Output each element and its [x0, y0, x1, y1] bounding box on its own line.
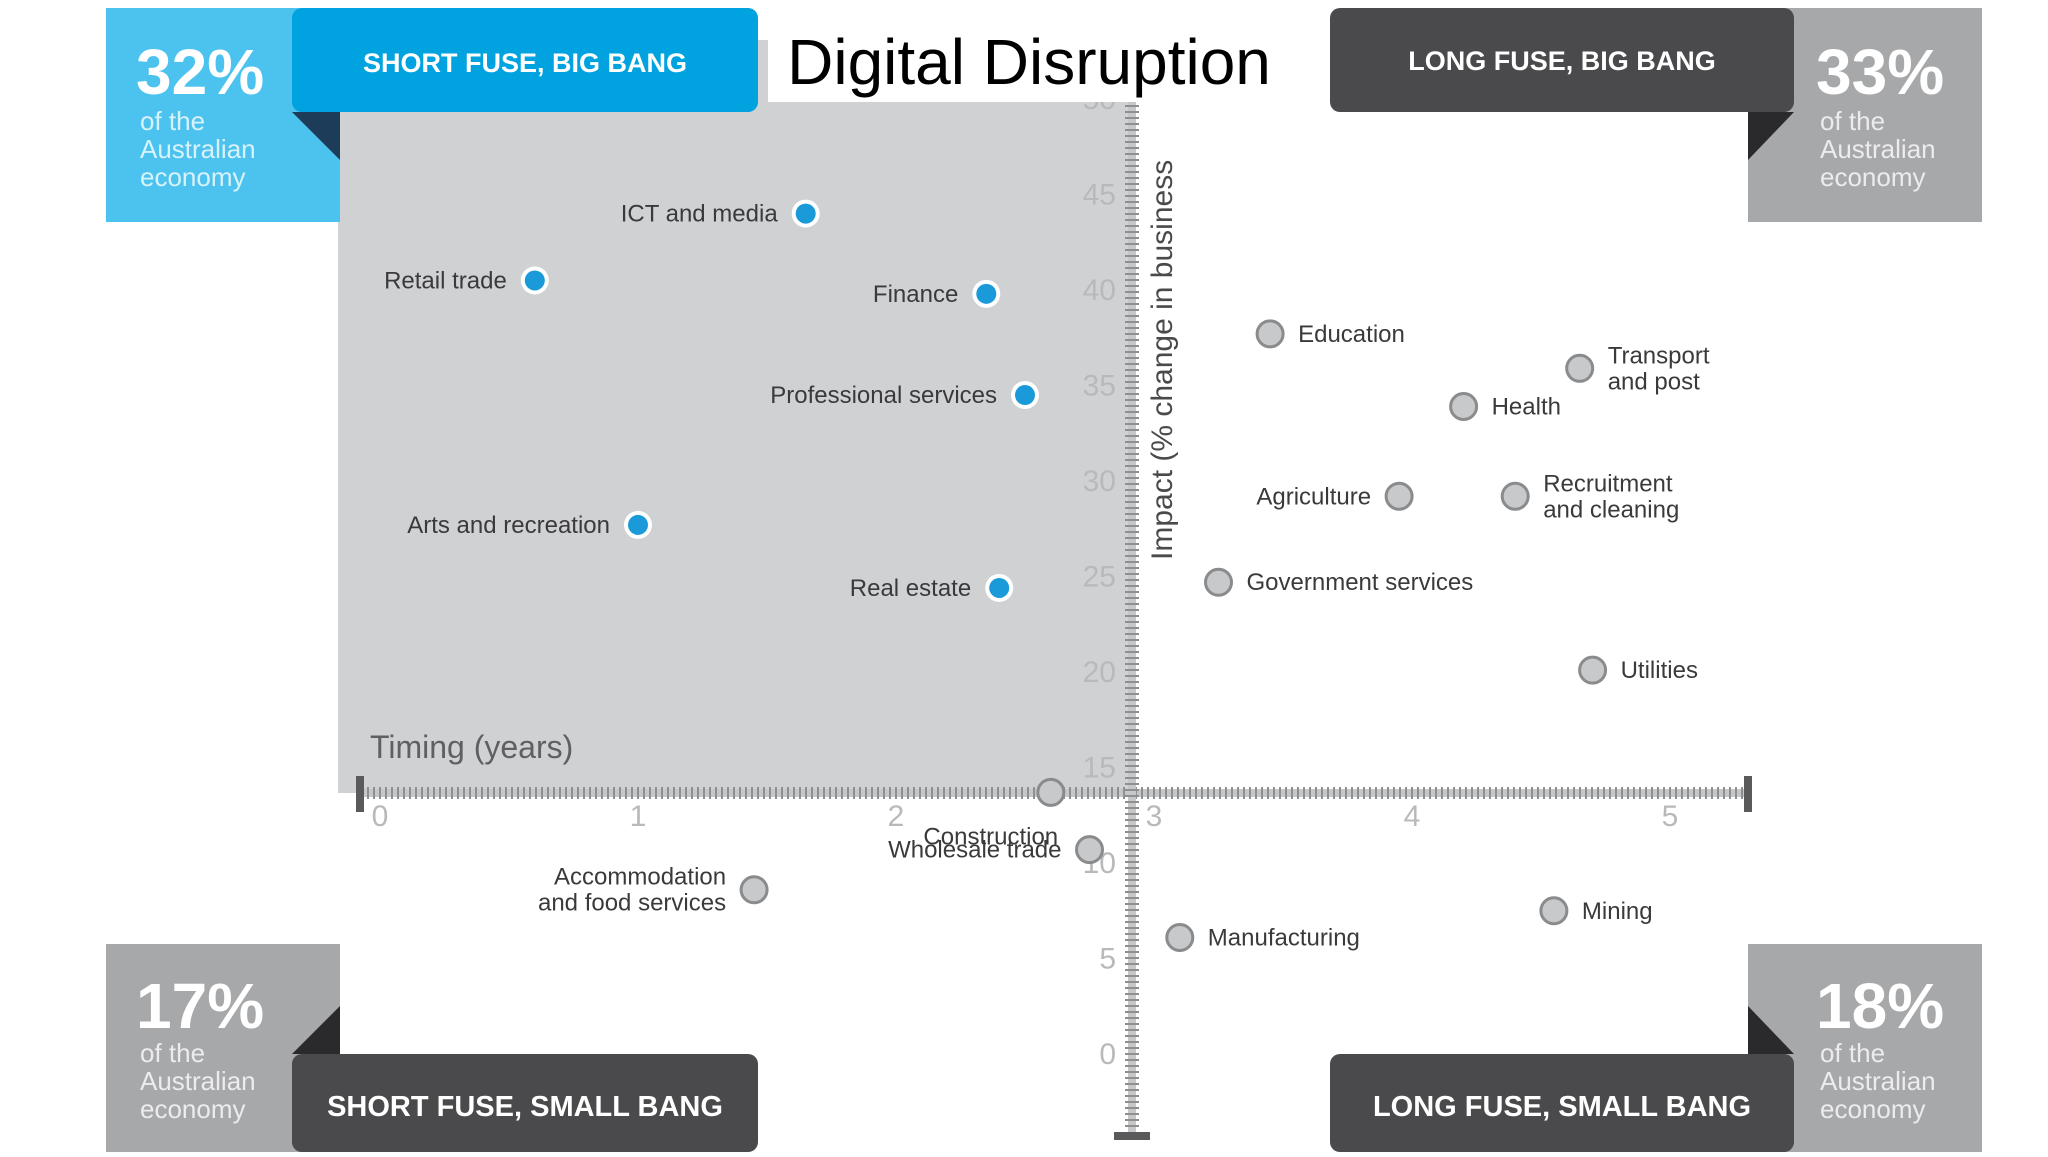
- y-axis-bottom-cap: [1114, 1132, 1150, 1140]
- quadrant-top-right-percent: 33%: [1816, 36, 1944, 108]
- quadrant-top-left-percent: 32%: [136, 36, 264, 108]
- quadrant-bottom-right-fold: [1748, 1006, 1794, 1054]
- point-label-ict-and-media: ICT and media: [621, 201, 779, 228]
- quadrant-bottom-right-caption-line: economy: [1820, 1094, 1926, 1124]
- x-axis-right-cap: [1744, 776, 1752, 812]
- x-axis-left-cap: [356, 776, 364, 812]
- point-label-professional-services: Professional services: [770, 382, 997, 409]
- point-label-construction: Construction: [923, 823, 1058, 850]
- point-retail-trade: [524, 270, 545, 291]
- quadrant-bottom-left-fold: [292, 1006, 340, 1054]
- y-tick-label: 5: [1099, 943, 1116, 976]
- y-tick-label: 40: [1083, 274, 1116, 307]
- point-education: [1255, 319, 1285, 349]
- quadrant-top-right-label: LONG FUSE, BIG BANG: [1408, 46, 1716, 76]
- quadrant-top-left-caption-line: of the: [140, 106, 205, 136]
- point-label-transport: Transport: [1608, 342, 1710, 369]
- point-label-government-services: Government services: [1247, 569, 1474, 596]
- y-axis-title: Impact (% change in business: [1146, 160, 1179, 560]
- y-tick-label: 15: [1083, 752, 1116, 785]
- point-label-accommodation: and food services: [538, 890, 726, 917]
- title-backdrop: [768, 26, 1290, 102]
- quadrant-bottom-left-label-box: [292, 1054, 758, 1152]
- quadrant-bottom-right-caption-line: of the: [1820, 1038, 1885, 1068]
- point-label-manufacturing: Manufacturing: [1208, 924, 1360, 951]
- point-label-education: Education: [1298, 321, 1405, 348]
- x-tick-label: 0: [372, 800, 389, 833]
- point-accommodation: [739, 875, 769, 905]
- point-mining: [1539, 896, 1569, 926]
- quadrant-top-right-caption-line: Australian: [1820, 134, 1936, 164]
- quadrant-top-left-fold: [292, 112, 340, 160]
- quadrant-top-left-label: SHORT FUSE, BIG BANG: [363, 48, 687, 78]
- point-label-recruitment: Recruitment: [1543, 470, 1673, 497]
- point-recruitment: [1500, 481, 1530, 511]
- point-label-transport: and post: [1608, 368, 1700, 395]
- quadrant-bottom-left-caption-line: Australian: [140, 1066, 256, 1096]
- y-tick-label: 45: [1083, 179, 1116, 212]
- point-construction: [1036, 777, 1066, 807]
- quadrant-top-right-caption-line: economy: [1820, 162, 1926, 192]
- x-tick-label: 5: [1662, 800, 1679, 833]
- point-label-retail-trade: Retail trade: [384, 267, 507, 294]
- quadrant-top-left-caption-line: Australian: [140, 134, 256, 164]
- point-wholesale-trade: [1075, 835, 1104, 865]
- quadrant-top-left-label-box: [292, 8, 758, 112]
- quadrant-bottom-right-label: LONG FUSE, SMALL BANG: [1373, 1091, 1751, 1123]
- quadrant-bottom-left-percent: 17%: [136, 970, 264, 1042]
- quadrant-bottom-left-caption-line: economy: [140, 1094, 246, 1124]
- point-arts-and-recreation: [628, 514, 648, 535]
- y-tick-label: 35: [1083, 370, 1116, 403]
- point-label-recruitment: and cleaning: [1543, 496, 1679, 523]
- y-tick-label: 30: [1083, 465, 1116, 498]
- quadrant-bottom-left-caption-line: of the: [140, 1038, 205, 1068]
- point-label-utilities: Utilities: [1621, 657, 1698, 684]
- y-tick-label: 20: [1083, 656, 1116, 689]
- quadrant-top-left-caption-line: economy: [140, 162, 246, 192]
- point-real-estate: [989, 577, 1010, 598]
- point-transport: [1565, 353, 1595, 383]
- x-tick-label: 2: [888, 800, 905, 833]
- x-tick-label: 3: [1146, 800, 1163, 833]
- point-label-health: Health: [1492, 394, 1561, 421]
- y-tick-label: 25: [1083, 561, 1116, 594]
- point-label-mining: Mining: [1582, 898, 1653, 925]
- quadrant-bottom-right-caption-line: Australian: [1820, 1066, 1936, 1096]
- point-ict-and-media: [795, 203, 816, 224]
- point-government-services: [1204, 567, 1233, 597]
- point-label-arts-and-recreation: Arts and recreation: [407, 512, 610, 539]
- point-finance: [976, 283, 997, 304]
- point-agriculture: [1384, 481, 1414, 511]
- point-health: [1449, 392, 1479, 422]
- y-tick-label: 0: [1099, 1038, 1116, 1071]
- x-axis-title: Timing (years): [370, 729, 573, 765]
- x-tick-label: 4: [1404, 800, 1421, 833]
- point-professional-services: [1015, 385, 1035, 406]
- point-utilities: [1578, 655, 1608, 685]
- quadrant-top-right-label-box: [1330, 8, 1794, 112]
- point-label-accommodation: Accommodation: [554, 864, 726, 891]
- short-fuse-big-bang-area: [338, 40, 1132, 793]
- quadrant-bottom-left-label: SHORT FUSE, SMALL BANG: [327, 1091, 723, 1123]
- point-label-agriculture: Agriculture: [1256, 483, 1371, 510]
- quadrant-top-right-caption-line: of the: [1820, 106, 1885, 136]
- point-label-wholesale-trade: Wholesale trade: [888, 837, 1061, 864]
- quadrant-top-right-fold: [1748, 112, 1794, 160]
- chart-title: Digital Disruption: [787, 26, 1271, 98]
- point-manufacturing: [1165, 922, 1195, 952]
- point-label-finance: Finance: [873, 281, 958, 308]
- quadrant-bottom-right-percent: 18%: [1816, 970, 1944, 1042]
- x-tick-label: 1: [630, 800, 647, 833]
- quadrant-bottom-right-label-box: [1330, 1054, 1794, 1152]
- point-label-real-estate: Real estate: [850, 575, 971, 602]
